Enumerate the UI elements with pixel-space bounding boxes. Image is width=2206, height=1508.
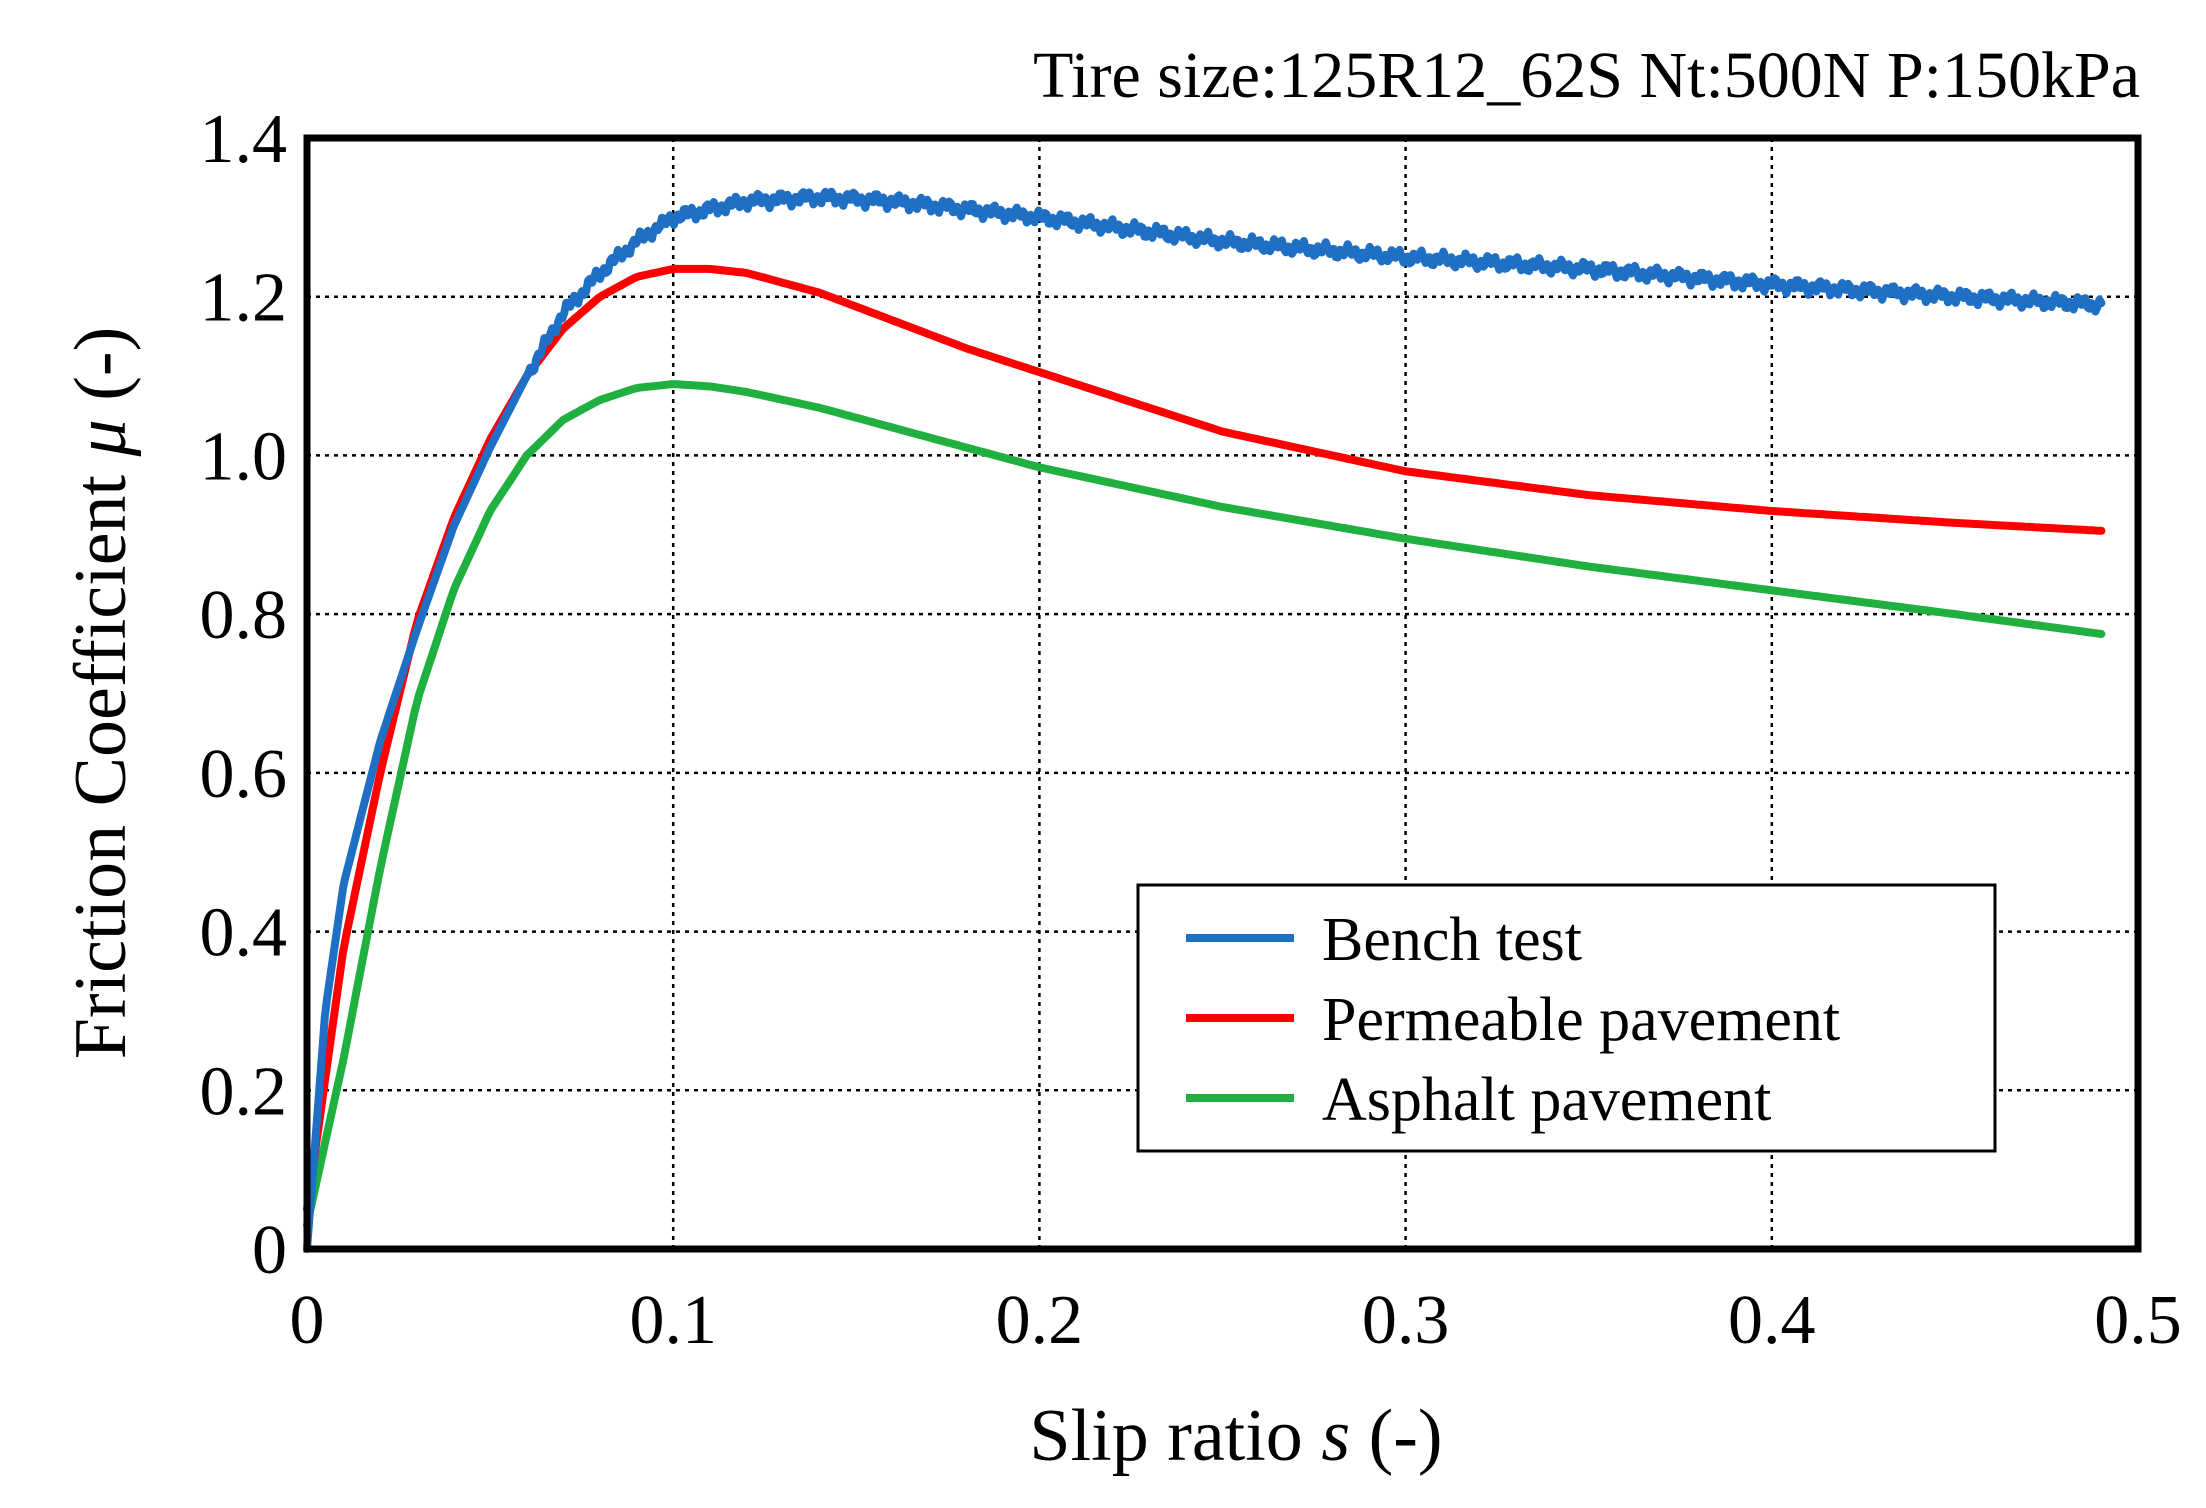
x-axis-label: Slip ratio s (-) — [1029, 1395, 1442, 1477]
chart-title: Tire size:125R12_62S Nt:500N P:150kPa — [1033, 39, 2140, 112]
x-tick-labels: 0 0.1 0.2 0.3 0.4 0.5 — [290, 1282, 2182, 1359]
legend-label: Asphalt pavement — [1322, 1066, 1771, 1134]
y-axis-symbol: μ — [60, 419, 142, 457]
x-tick-label: 0.1 — [629, 1282, 717, 1359]
series-layer — [303, 187, 2106, 1253]
y-tick-label: 0.2 — [200, 1053, 288, 1130]
y-axis-label-prefix: Friction Coefficient — [60, 456, 142, 1059]
y-axis-label: Friction Coefficient μ (-) — [60, 327, 142, 1059]
y-tick-label: 0 — [252, 1212, 287, 1289]
y-tick-label: 1.4 — [200, 101, 288, 178]
series-line-permeable-pavement — [303, 264, 2106, 1214]
series-line-asphalt-pavement — [303, 380, 2106, 1230]
x-axis-label-prefix: Slip ratio — [1029, 1395, 1321, 1477]
y-tick-label: 1.2 — [200, 260, 288, 337]
y-axis-label-suffix: (-) — [60, 327, 142, 419]
legend: Bench test Permeable pavement Asphalt pave… — [1136, 883, 1997, 1153]
y-tick-label: 0.8 — [200, 577, 288, 654]
series-line-bench-test — [303, 187, 2106, 1253]
x-tick-label: 0.4 — [1728, 1282, 1816, 1359]
y-tick-labels: 0 0.2 0.4 0.6 0.8 1.0 1.2 1.4 — [200, 101, 288, 1289]
legend-label: Bench test — [1322, 906, 1582, 974]
y-tick-label: 1.0 — [200, 418, 288, 495]
x-axis-label-suffix: (-) — [1350, 1395, 1442, 1477]
legend-label: Permeable pavement — [1322, 986, 1840, 1054]
y-tick-label: 0.6 — [200, 736, 288, 813]
x-tick-label: 0 — [290, 1282, 325, 1359]
x-tick-label: 0.5 — [2094, 1282, 2182, 1359]
x-tick-label: 0.3 — [1362, 1282, 1450, 1359]
x-axis-symbol: s — [1321, 1395, 1350, 1477]
plot-frame — [303, 134, 2142, 1253]
x-tick-label: 0.2 — [996, 1282, 1084, 1359]
y-tick-label: 0.4 — [200, 895, 288, 972]
